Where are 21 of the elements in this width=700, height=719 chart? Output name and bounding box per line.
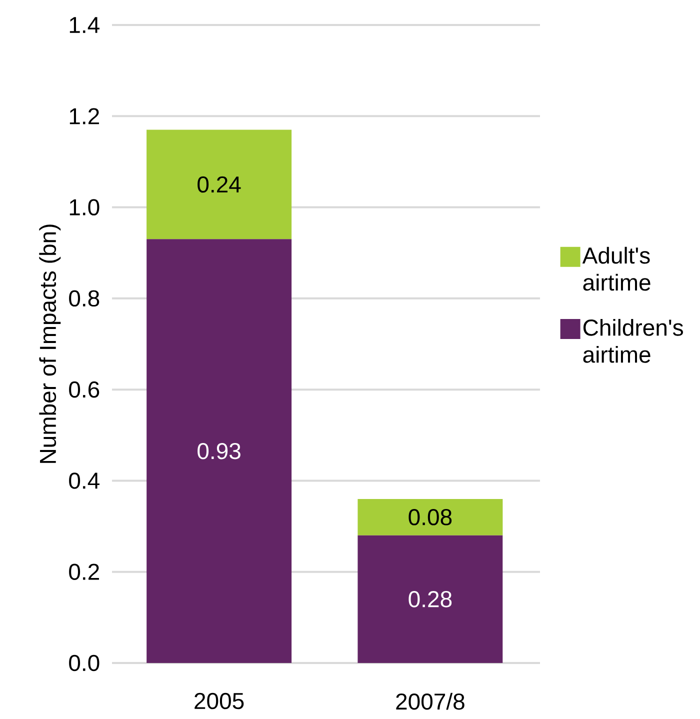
y-axis-title: Number of Impacts (bn) (39, 224, 61, 463)
y-tick-label: 0.4 (69, 472, 100, 489)
bar (358, 535, 503, 663)
y-tick-label: 0.6 (69, 381, 100, 398)
bar (146, 239, 292, 663)
y-tick-label: 1.0 (70, 199, 100, 216)
y-tick-label: 0.2 (69, 564, 99, 580)
x-tick-label: 2005 (194, 692, 244, 710)
data-label: 0.93 (198, 442, 240, 460)
data-label: 0.24 (198, 176, 241, 193)
y-tick-label: 0.8 (69, 290, 100, 307)
y-tick-label: 1.4 (70, 17, 100, 33)
x-tick-label: 2007/8 (396, 692, 464, 710)
legend-label: Adult's airtime (582, 246, 650, 291)
bar (146, 130, 292, 240)
bar (358, 498, 503, 536)
data-label: 0.08 (408, 509, 452, 526)
y-tick-label: 1.2 (70, 108, 99, 124)
data-label: 0.28 (408, 591, 452, 608)
legend-label: Children's airtime (583, 318, 683, 363)
y-tick-label: 0.0 (69, 654, 100, 672)
